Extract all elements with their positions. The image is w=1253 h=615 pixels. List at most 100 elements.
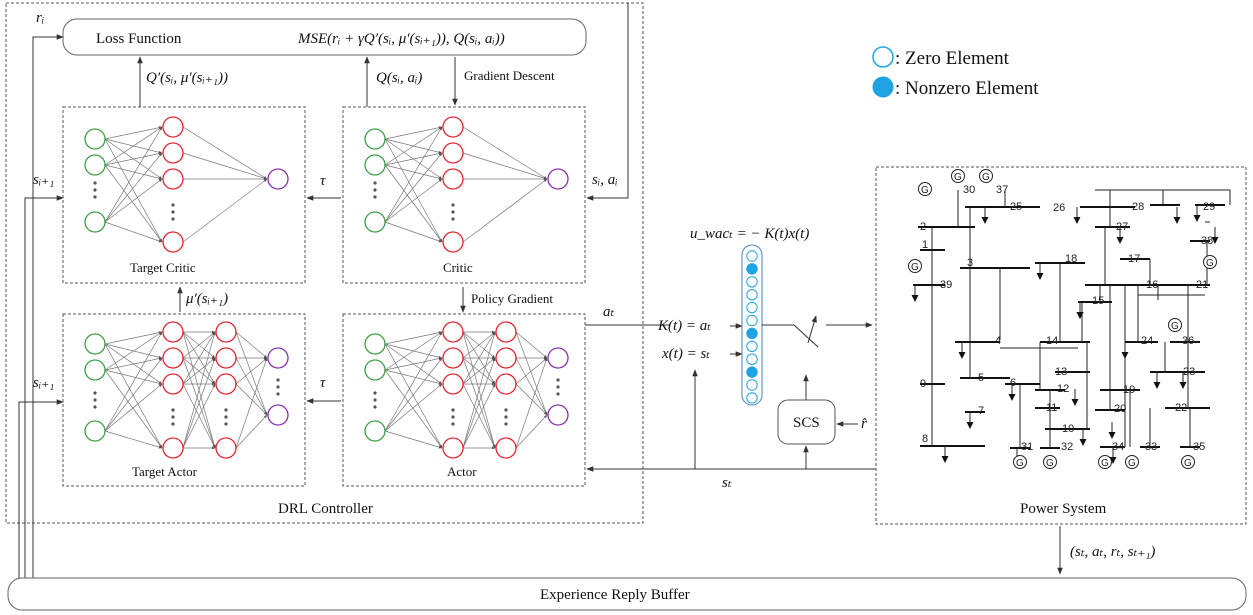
bus-number: 2 — [920, 221, 926, 233]
bus-number: 4 — [995, 335, 1001, 347]
vector-element — [746, 314, 758, 327]
s-i-a-i-label: sᵢ, aᵢ — [592, 172, 618, 188]
target-actor-label: Target Actor — [132, 464, 198, 479]
network-node — [162, 168, 184, 190]
bus-number: 31 — [1021, 441, 1033, 453]
network-node — [162, 142, 184, 164]
power-system-frame — [875, 166, 1247, 525]
network-node — [442, 321, 464, 343]
bus-number: 33 — [1145, 441, 1157, 453]
bus-number: 30 — [963, 184, 975, 196]
bus-number: 37 — [996, 184, 1008, 196]
bus-number: 34 — [1112, 441, 1124, 453]
vector-element — [746, 276, 758, 288]
generator-icon — [1098, 455, 1112, 469]
network-node — [442, 437, 464, 459]
network-node — [442, 231, 464, 253]
drl-controller-frame — [5, 2, 644, 524]
policy-gradient-label: Policy Gradient — [471, 291, 553, 306]
network-node — [84, 359, 106, 381]
bus-number: 10 — [1062, 423, 1074, 435]
svg-text:G: G — [982, 172, 990, 183]
network-node — [215, 321, 237, 343]
svg-text:G: G — [1046, 458, 1054, 469]
bus-number: 14 — [1046, 335, 1058, 347]
network-node — [495, 373, 517, 395]
bus-number: 13 — [1055, 366, 1067, 378]
target-critic-label: Target Critic — [130, 260, 196, 275]
legend-zero-icon — [872, 46, 894, 68]
network-node — [215, 373, 237, 395]
network-node — [442, 373, 464, 395]
bus-number: 18 — [1065, 253, 1077, 265]
legend-zero-label: : Zero Element — [895, 48, 1010, 69]
network-node — [442, 168, 464, 190]
mu-prime-label: μ′(sᵢ₊₁) — [185, 291, 228, 307]
s-i1-top-label: sᵢ₊₁ — [33, 172, 54, 188]
critic-box — [342, 106, 586, 284]
bus-number: 36 — [1182, 335, 1194, 347]
critic-label: Critic — [443, 260, 473, 275]
network-node — [84, 333, 106, 355]
neural-networks — [84, 116, 569, 459]
bus-number: 3 — [967, 257, 973, 269]
q-prime-label: Q′(sᵢ, μ′(sᵢ₊₁)) — [146, 70, 228, 86]
network-node — [547, 168, 569, 190]
a-t-label: aₜ — [603, 304, 615, 320]
network-node — [215, 347, 237, 369]
network-node — [495, 347, 517, 369]
generator-icon — [979, 169, 993, 183]
network-node — [84, 128, 106, 150]
vector-element — [746, 250, 758, 262]
network-node — [547, 347, 569, 369]
gain-vector — [746, 250, 758, 404]
svg-text:G: G — [1184, 458, 1192, 469]
generator-icon — [908, 259, 922, 273]
bus-number: 29 — [1203, 201, 1215, 213]
actor-box — [342, 313, 586, 487]
bus-number: 8 — [922, 433, 928, 445]
bus-number: 21 — [1196, 279, 1208, 291]
network-node — [267, 404, 289, 426]
bus-number: 24 — [1141, 335, 1153, 347]
svg-text:G: G — [1128, 458, 1136, 469]
bus-number: 23 — [1183, 366, 1195, 378]
generator-icon — [918, 182, 932, 196]
svg-text:G: G — [1016, 458, 1024, 469]
s-t-label: sₜ — [722, 475, 732, 491]
svg-text:G: G — [911, 262, 919, 273]
bus-number: 27 — [1116, 221, 1128, 233]
network-node — [442, 347, 464, 369]
bus-number: 17 — [1128, 253, 1140, 265]
svg-text:G: G — [921, 185, 929, 196]
svg-text:G: G — [1171, 321, 1179, 332]
bus-number: 38 — [1201, 235, 1213, 247]
r-hat-label: r̂ — [861, 416, 867, 432]
network-node — [267, 168, 289, 190]
r-i-label: rᵢ — [36, 10, 44, 26]
generator-icon — [1013, 455, 1027, 469]
generator-icon — [951, 169, 965, 183]
network-node — [364, 154, 386, 176]
bus-number: 1 — [922, 239, 928, 251]
network-node — [442, 116, 464, 138]
tau-bottom-label: τ — [320, 375, 326, 391]
network-node — [162, 231, 184, 253]
u-wac-label: u_wacₜ = − K(t)x(t) — [690, 226, 809, 242]
tau-top-label: τ — [320, 173, 326, 189]
network-node — [84, 154, 106, 176]
k-eq-label: K(t) = aₜ — [657, 318, 711, 334]
drl-controller-label: DRL Controller — [278, 501, 373, 517]
network-node — [84, 420, 106, 442]
generator-icon — [1168, 318, 1182, 332]
q-label: Q(sᵢ, aᵢ) — [376, 70, 422, 86]
network-node — [495, 437, 517, 459]
target-critic-box — [62, 106, 306, 284]
generator-icon — [1043, 455, 1057, 469]
bus-number: 12 — [1057, 383, 1069, 395]
network-node — [442, 142, 464, 164]
vector-element — [746, 289, 758, 301]
bus-number: 39 — [940, 279, 952, 291]
